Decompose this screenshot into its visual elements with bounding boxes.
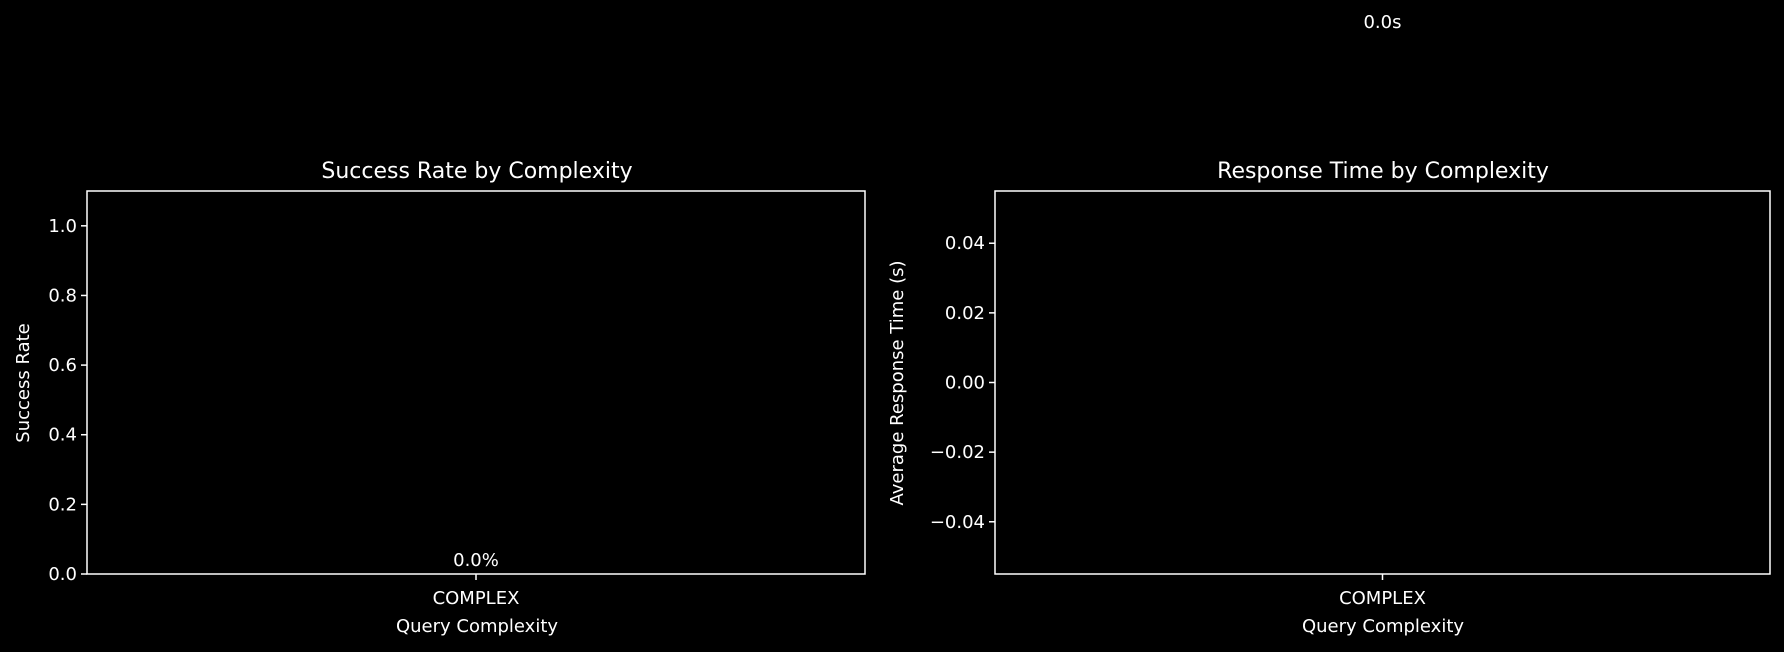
x-axis-label: Query Complexity xyxy=(396,616,558,637)
y-tick-label: 0.8 xyxy=(48,285,77,306)
y-tick-label: 0.4 xyxy=(48,425,77,446)
x-axis-ticks: COMPLEX xyxy=(433,574,520,609)
x-axis-ticks: COMPLEX xyxy=(1339,574,1426,609)
y-tick-label: 1.0 xyxy=(48,216,77,237)
y-axis-label: Average Response Time (s) xyxy=(887,260,908,505)
x-tick-label: COMPLEX xyxy=(433,588,520,609)
bars: 0.0s xyxy=(1363,12,1401,33)
chart-title: Response Time by Complexity xyxy=(1217,159,1549,184)
y-tick-label: 0.04 xyxy=(945,233,985,254)
y-axis-ticks: −0.04 −0.02 0.00 0.02 0.04 xyxy=(930,233,995,533)
y-tick-label: −0.02 xyxy=(930,442,985,463)
chart-title: Success Rate by Complexity xyxy=(321,159,632,184)
y-tick-label: 0.02 xyxy=(945,303,985,324)
x-axis-label: Query Complexity xyxy=(1302,616,1464,637)
y-axis-label: Success Rate xyxy=(13,323,34,442)
response-time-chart: Response Time by Complexity −0.04 −0.02 0.… xyxy=(887,12,1771,637)
data-label: 0.0s xyxy=(1363,12,1401,33)
y-tick-label: 0.0 xyxy=(48,564,77,585)
y-tick-label: 0.2 xyxy=(48,494,77,515)
y-tick-label: −0.04 xyxy=(930,512,985,533)
y-axis-ticks: 0.0 0.2 0.4 0.6 0.8 1.0 xyxy=(48,216,87,585)
x-tick-label: COMPLEX xyxy=(1339,588,1426,609)
y-tick-label: 0.00 xyxy=(945,373,985,394)
data-label: 0.0% xyxy=(453,550,499,571)
bars: 0.0% xyxy=(453,550,499,571)
success-rate-chart: Success Rate by Complexity 0.00.20.40.60… xyxy=(13,159,866,637)
y-tick-label: 0.6 xyxy=(48,355,77,376)
